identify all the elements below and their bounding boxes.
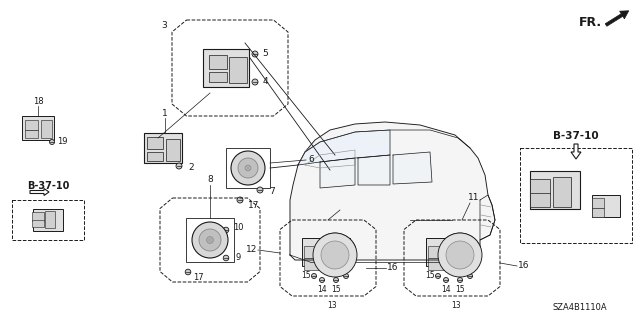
Circle shape — [49, 139, 54, 145]
Text: B-37-10: B-37-10 — [27, 181, 69, 191]
Circle shape — [185, 269, 191, 275]
Text: 7: 7 — [269, 188, 275, 197]
Text: 8: 8 — [207, 175, 213, 184]
Text: 2: 2 — [188, 164, 194, 173]
Text: 17: 17 — [193, 273, 204, 283]
Circle shape — [313, 233, 357, 277]
Text: 6: 6 — [308, 155, 314, 165]
Bar — [33, 209, 63, 231]
Circle shape — [252, 51, 258, 57]
Text: 14: 14 — [441, 286, 451, 294]
Circle shape — [207, 236, 214, 243]
FancyArrow shape — [571, 144, 581, 159]
Circle shape — [245, 165, 251, 171]
Bar — [144, 133, 182, 163]
Circle shape — [319, 278, 324, 283]
Circle shape — [333, 278, 339, 283]
Circle shape — [176, 163, 182, 169]
Text: 10: 10 — [233, 224, 243, 233]
Polygon shape — [290, 122, 495, 260]
Bar — [428, 258, 472, 270]
Circle shape — [344, 273, 349, 278]
Bar — [530, 179, 550, 194]
Bar — [209, 55, 227, 69]
Text: 19: 19 — [57, 137, 67, 146]
Bar — [304, 246, 348, 258]
Circle shape — [238, 158, 258, 178]
Text: 15: 15 — [425, 271, 435, 280]
Bar — [553, 177, 571, 207]
Text: 18: 18 — [33, 97, 44, 106]
Bar — [592, 198, 604, 208]
Text: 9: 9 — [236, 254, 241, 263]
Text: 4: 4 — [262, 78, 268, 86]
Bar — [22, 116, 54, 140]
Circle shape — [446, 241, 474, 269]
Bar — [40, 120, 51, 138]
Bar — [32, 211, 44, 220]
Bar — [203, 49, 249, 87]
Text: SZA4B1110A: SZA4B1110A — [553, 303, 607, 313]
Polygon shape — [393, 152, 432, 184]
Text: 13: 13 — [451, 301, 461, 310]
Bar — [209, 72, 227, 82]
Circle shape — [321, 241, 349, 269]
Bar — [186, 218, 234, 262]
FancyArrow shape — [30, 189, 49, 196]
Circle shape — [438, 233, 482, 277]
Text: 12: 12 — [246, 246, 258, 255]
Text: 5: 5 — [262, 49, 268, 58]
Circle shape — [237, 197, 243, 203]
Bar — [24, 120, 38, 130]
Circle shape — [435, 273, 440, 278]
Bar — [32, 219, 44, 226]
Bar — [304, 258, 348, 270]
Text: 16: 16 — [387, 263, 399, 272]
Bar — [226, 148, 270, 188]
Circle shape — [192, 222, 228, 258]
Text: 15: 15 — [331, 286, 341, 294]
Text: B-37-10: B-37-10 — [553, 131, 599, 141]
Text: 17: 17 — [248, 202, 260, 211]
Bar — [147, 152, 163, 160]
Text: 16: 16 — [518, 262, 530, 271]
Polygon shape — [358, 155, 390, 185]
Circle shape — [312, 273, 317, 278]
FancyArrow shape — [605, 11, 628, 26]
Circle shape — [458, 278, 463, 283]
Text: 15: 15 — [455, 286, 465, 294]
Bar — [302, 238, 350, 266]
Polygon shape — [320, 158, 355, 188]
Bar — [520, 148, 632, 243]
Circle shape — [252, 79, 258, 85]
Text: 3: 3 — [161, 20, 167, 29]
Text: 1: 1 — [162, 108, 168, 117]
Text: FR.: FR. — [579, 16, 602, 28]
Bar — [530, 193, 550, 207]
Polygon shape — [298, 130, 390, 165]
Circle shape — [467, 273, 472, 278]
Bar — [45, 211, 55, 227]
Circle shape — [223, 255, 229, 261]
Bar — [530, 171, 580, 209]
Bar — [592, 195, 620, 217]
Bar — [426, 238, 474, 266]
Text: 13: 13 — [327, 301, 337, 310]
Bar — [147, 137, 163, 149]
Text: 14: 14 — [317, 286, 327, 294]
Bar — [592, 207, 604, 217]
Circle shape — [223, 227, 229, 233]
Circle shape — [231, 151, 265, 185]
Text: 11: 11 — [468, 194, 480, 203]
Circle shape — [257, 187, 263, 193]
Bar — [229, 57, 247, 83]
Bar — [12, 200, 84, 240]
Circle shape — [444, 278, 449, 283]
Bar — [24, 130, 38, 138]
Bar — [428, 246, 472, 258]
Bar — [166, 139, 180, 161]
Circle shape — [199, 229, 221, 251]
Text: 15: 15 — [301, 271, 311, 280]
